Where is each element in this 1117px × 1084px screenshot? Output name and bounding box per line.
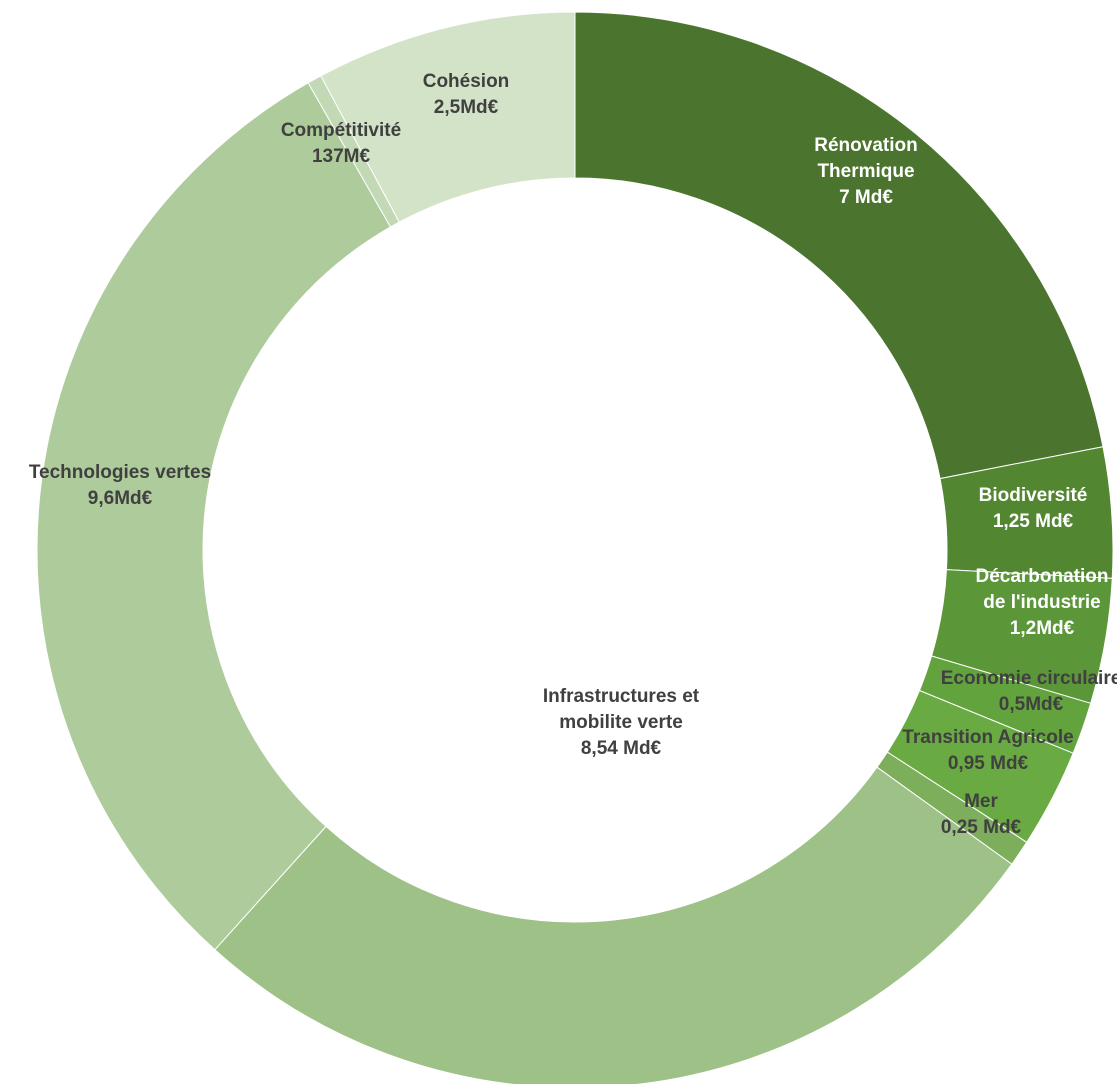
slice-label-9: Cohésion 2,5Md€ [423,71,510,118]
slice-label-line: 9,6Md€ [88,488,153,509]
slice-label-6: Infrastructures et mobilite verte 8,54 Md€ [543,686,700,759]
slice-label-line: Décarbonation [975,566,1108,587]
slice-label-7: Technologies vertes 9,6Md€ [29,462,211,509]
slice-label-line: Thermique [817,161,914,182]
donut-slice-9 [320,11,576,223]
slice-label-line: Transition Agricole [902,727,1073,748]
slice-label-line: 7 Md€ [839,187,893,208]
donut-slice-7 [36,82,392,951]
slice-label-line: Compétitivité [281,120,401,141]
slice-label-line: 2,5Md€ [434,97,499,118]
slice-label-1: Biodiversité 1,25 Md€ [979,485,1088,532]
slice-label-line: Rénovation [814,135,917,156]
slice-label-line: Cohésion [423,71,510,92]
slice-label-line: mobilite verte [559,712,683,733]
slice-label-line: Biodiversité [979,485,1088,506]
slice-labels: Rénovation Thermique 7 Md€ Biodiversité 1,25… [29,71,1117,838]
slice-label-line: 0,5Md€ [999,694,1064,715]
slice-label-line: 8,54 Md€ [581,738,662,759]
slice-label-line: Economie circulaire [941,668,1117,689]
donut-slice-0 [574,11,1104,480]
donut-slices [36,11,1114,1084]
slice-label-line: 1,2Md€ [1010,618,1075,639]
slice-label-3: Economie circulaire 0,5Md€ [941,668,1117,715]
slice-label-line: 0,95 Md€ [948,753,1029,774]
slice-label-line: Mer [964,791,998,812]
slice-label-8: Compétitivité 137M€ [281,120,401,167]
slice-label-0: Rénovation Thermique 7 Md€ [814,135,917,208]
donut-slice-6 [214,766,1013,1084]
slice-label-line: Technologies vertes [29,462,211,483]
slice-label-line: 1,25 Md€ [993,511,1074,532]
slice-label-line: 137M€ [312,146,371,167]
slice-label-line: de l'industrie [983,592,1100,613]
slice-label-4: Transition Agricole 0,95 Md€ [902,727,1073,774]
slice-label-line: Infrastructures et [543,686,700,707]
slice-label-5: Mer 0,25 Md€ [941,791,1022,838]
slice-label-line: 0,25 Md€ [941,817,1022,838]
slice-label-2: Décarbonation de l'industrie 1,2Md€ [975,566,1108,639]
